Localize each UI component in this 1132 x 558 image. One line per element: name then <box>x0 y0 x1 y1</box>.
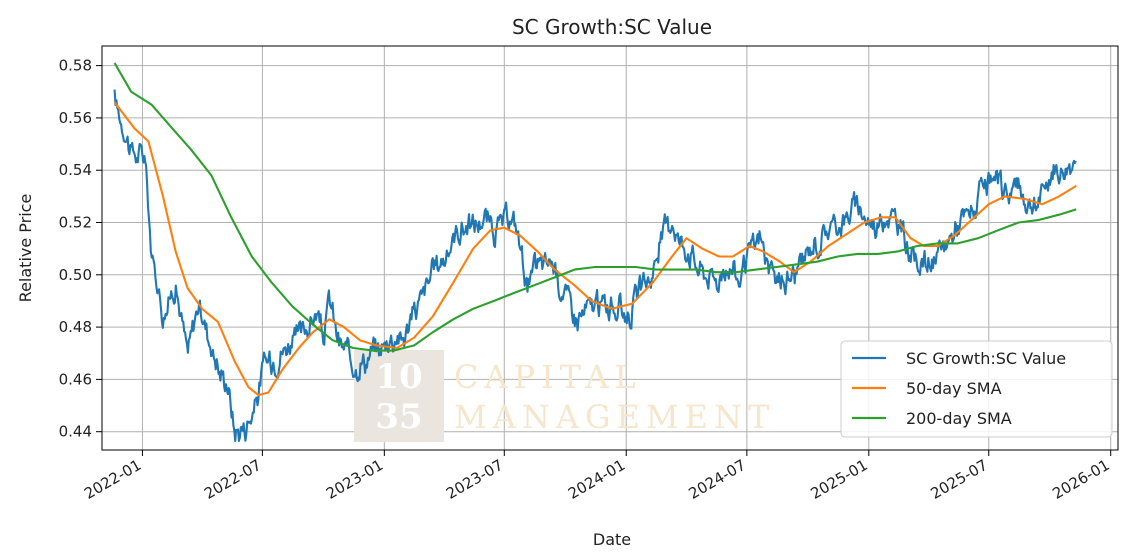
y-tick-label: 0.44 <box>59 423 92 441</box>
series-layer <box>113 62 1077 442</box>
y-tick-label: 0.56 <box>59 109 92 127</box>
x-tick-label: 2024-01 <box>565 456 628 503</box>
y-tick-label: 0.48 <box>59 318 92 336</box>
x-tick-label: 2023-01 <box>323 456 386 503</box>
legend-label: SC Growth:SC Value <box>906 349 1066 368</box>
y-axis: 0.44 0.46 0.48 0.50 0.52 0.54 0.56 0.58 <box>59 57 102 441</box>
legend-box <box>840 340 1113 438</box>
y-tick-label: 0.52 <box>59 214 92 232</box>
y-axis-label: Relative Price <box>16 194 35 303</box>
watermark-logo-digits: 35 <box>375 397 422 437</box>
y-tick-label: 0.54 <box>59 161 92 179</box>
watermark-line1: CAPITAL <box>454 358 642 396</box>
y-tick-label: 0.46 <box>59 370 92 388</box>
series-line-sc-growth-sc-value <box>113 89 1077 442</box>
legend-label: 200-day SMA <box>906 409 1012 428</box>
x-tick-label: 2022-07 <box>201 456 264 503</box>
x-tick-label: 2025-01 <box>808 456 871 503</box>
x-tick-label: 2022-01 <box>81 456 144 503</box>
x-tick-label: 2025-07 <box>927 456 990 503</box>
watermark-logo-digits: 10 <box>375 357 422 397</box>
y-tick-label: 0.58 <box>59 57 92 75</box>
x-axis: 2022-01 2022-07 2023-01 2023-07 2024-01 2024-… <box>81 450 1113 503</box>
watermark-logo-box <box>354 350 444 442</box>
x-axis-label: Date <box>593 530 631 549</box>
watermark-line2: MANAGEMENT <box>454 398 775 436</box>
chart-title: SC Growth:SC Value <box>512 15 712 39</box>
plot-frame <box>101 45 1119 451</box>
series-line-50-day-sma <box>113 101 1077 397</box>
x-tick-label: 2024-07 <box>686 456 749 503</box>
y-tick-label: 0.50 <box>59 266 92 284</box>
legend: SC Growth:SC Value 50-day SMA 200-day SMA <box>840 340 1113 438</box>
legend-label: 50-day SMA <box>906 379 1002 398</box>
series-line-200-day-sma <box>113 62 1077 352</box>
x-tick-label: 2026-01 <box>1049 456 1112 503</box>
x-tick-label: 2023-07 <box>443 456 506 503</box>
